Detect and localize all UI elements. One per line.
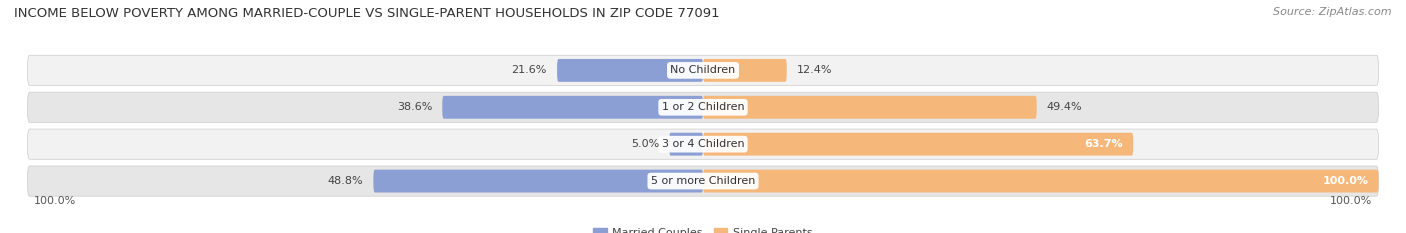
FancyBboxPatch shape — [703, 170, 1378, 192]
Legend: Married Couples, Single Parents: Married Couples, Single Parents — [593, 228, 813, 233]
FancyBboxPatch shape — [703, 96, 1036, 119]
FancyBboxPatch shape — [28, 129, 1378, 159]
Text: 63.7%: 63.7% — [1084, 139, 1123, 149]
FancyBboxPatch shape — [703, 59, 787, 82]
FancyBboxPatch shape — [28, 166, 1378, 196]
Text: 38.6%: 38.6% — [396, 102, 432, 112]
Text: 5 or more Children: 5 or more Children — [651, 176, 755, 186]
Text: 1 or 2 Children: 1 or 2 Children — [662, 102, 744, 112]
Text: 48.8%: 48.8% — [328, 176, 363, 186]
Text: 5.0%: 5.0% — [631, 139, 659, 149]
FancyBboxPatch shape — [28, 92, 1378, 122]
Text: 12.4%: 12.4% — [797, 65, 832, 75]
Text: INCOME BELOW POVERTY AMONG MARRIED-COUPLE VS SINGLE-PARENT HOUSEHOLDS IN ZIP COD: INCOME BELOW POVERTY AMONG MARRIED-COUPL… — [14, 7, 720, 20]
Text: 3 or 4 Children: 3 or 4 Children — [662, 139, 744, 149]
Text: 49.4%: 49.4% — [1047, 102, 1083, 112]
FancyBboxPatch shape — [443, 96, 703, 119]
FancyBboxPatch shape — [557, 59, 703, 82]
FancyBboxPatch shape — [28, 55, 1378, 86]
FancyBboxPatch shape — [703, 133, 1133, 156]
Text: 21.6%: 21.6% — [512, 65, 547, 75]
Text: 100.0%: 100.0% — [34, 196, 76, 206]
Text: 100.0%: 100.0% — [1322, 176, 1368, 186]
FancyBboxPatch shape — [374, 170, 703, 192]
Text: No Children: No Children — [671, 65, 735, 75]
FancyBboxPatch shape — [669, 133, 703, 156]
Text: Source: ZipAtlas.com: Source: ZipAtlas.com — [1274, 7, 1392, 17]
Text: 100.0%: 100.0% — [1330, 196, 1372, 206]
